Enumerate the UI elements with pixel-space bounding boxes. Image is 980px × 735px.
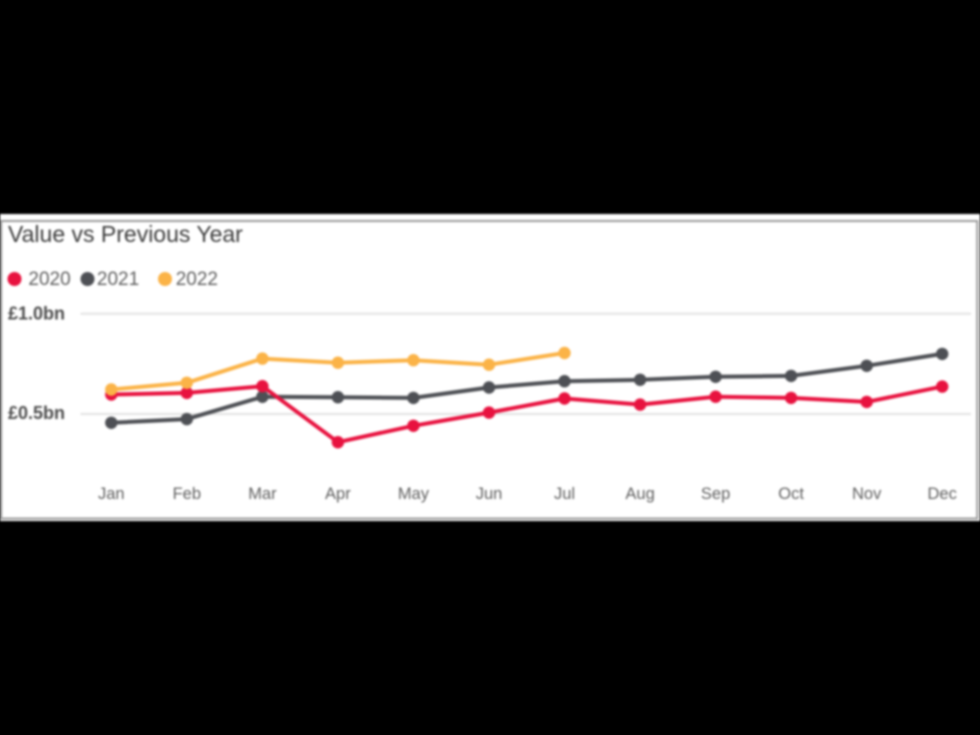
svg-text:Value vs Previous Year: Value vs Previous Year (8, 221, 243, 247)
svg-text:Mar: Mar (248, 485, 277, 503)
svg-text:2022: 2022 (176, 269, 218, 290)
svg-text:Jul: Jul (554, 485, 575, 503)
svg-text:2021: 2021 (97, 269, 139, 290)
svg-text:Oct: Oct (778, 485, 804, 503)
svg-text:Feb: Feb (173, 485, 201, 503)
svg-text:£0.5bn: £0.5bn (8, 403, 65, 423)
svg-text:Nov: Nov (852, 485, 882, 503)
svg-text:Aug: Aug (625, 485, 654, 503)
svg-text:£1.0bn: £1.0bn (8, 304, 65, 324)
svg-text:Jan: Jan (98, 485, 125, 503)
svg-text:Dec: Dec (928, 485, 957, 503)
svg-text:May: May (398, 485, 430, 503)
svg-text:Apr: Apr (325, 485, 351, 503)
svg-text:Jun: Jun (476, 485, 503, 503)
svg-text:2020: 2020 (28, 269, 70, 290)
svg-text:Sep: Sep (701, 485, 730, 503)
